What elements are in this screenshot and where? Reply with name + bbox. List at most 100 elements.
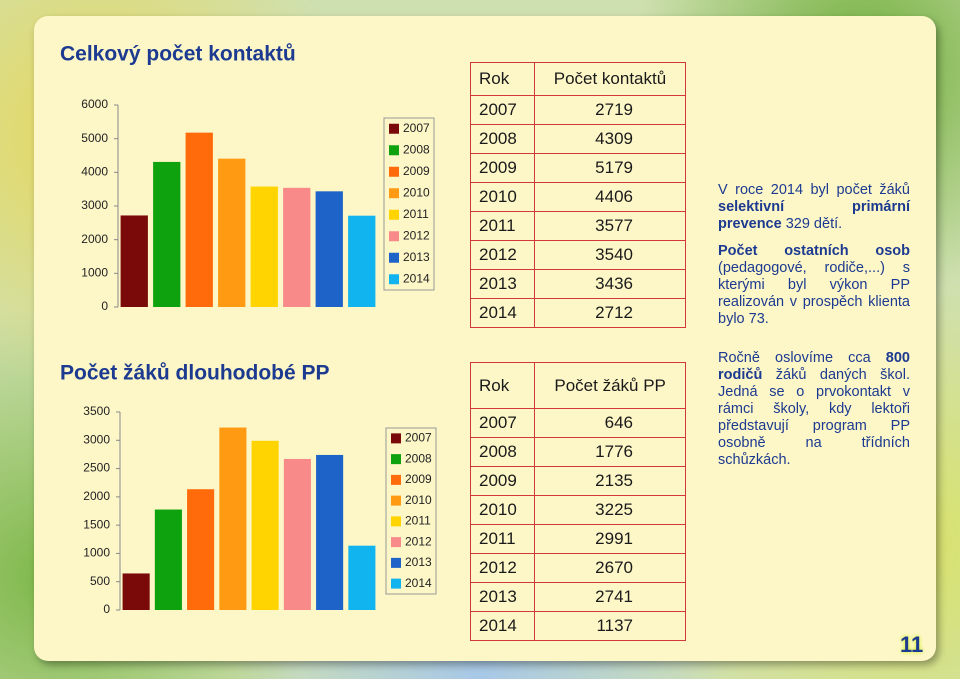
legend-label: 2013: [405, 555, 432, 569]
row: 2009 2135: [469, 466, 686, 496]
note-text: (pedagogové, rodiče,...) s kterými byl v…: [718, 260, 910, 327]
y-tick-label: 3500: [83, 404, 110, 418]
legend-swatch: [391, 454, 401, 465]
year-cell: 2008: [470, 124, 535, 154]
value-cell: 3540: [533, 240, 687, 270]
value-cell: 2670: [534, 553, 686, 583]
header-cell: Počet žáků PP: [534, 362, 686, 409]
row: 2009 5179: [470, 153, 687, 183]
note-text: žáků daných škol. Jedná se o prvokontakt…: [718, 367, 910, 468]
row: 2010 3225: [469, 495, 686, 525]
row: 2013 3436: [470, 269, 687, 299]
legend-label: 2010: [405, 493, 432, 507]
legend-swatch: [389, 274, 399, 285]
year-cell: 2014: [470, 298, 535, 328]
y-tick-label: 0: [103, 602, 110, 616]
year-cell: 2013: [469, 582, 536, 612]
year-cell: 2007: [470, 95, 535, 125]
value-cell: 1776: [534, 437, 686, 467]
row: 2012 2670: [469, 553, 686, 583]
year-cell: 2012: [470, 240, 535, 270]
legend-swatch: [389, 209, 399, 220]
chart-title: Počet žáků dlouhodobé PP: [60, 362, 330, 385]
bar: [219, 427, 247, 610]
year-cell: 2009: [469, 466, 536, 496]
legend-label: 2011: [403, 207, 429, 221]
chart-title: Celkový počet kontaktů: [60, 43, 296, 66]
legend-swatch: [389, 231, 399, 242]
legend-swatch: [391, 433, 401, 444]
legend-swatch: [389, 166, 399, 177]
row: 2007 646: [469, 408, 686, 438]
value-cell: 4406: [533, 182, 687, 212]
y-tick-label: 500: [90, 574, 110, 588]
note-text: Ročně oslovíme cca: [718, 350, 886, 366]
value-cell: 646: [534, 408, 686, 438]
legend-label: 2007: [403, 121, 430, 135]
bar: [250, 186, 278, 307]
header-cell: Počet kontaktů: [533, 62, 687, 96]
year-cell: 2008: [469, 437, 536, 467]
y-tick-label: 4000: [81, 165, 108, 179]
legend-label: 2012: [403, 228, 430, 242]
row: 2008 1776: [469, 437, 686, 467]
bar: [218, 158, 246, 307]
note-text: 329 dětí.: [781, 216, 843, 232]
legend-swatch: [391, 474, 401, 485]
y-tick-label: 2500: [83, 461, 110, 475]
y-tick-label: 2000: [83, 489, 110, 503]
row: 2014 1137: [469, 611, 686, 641]
legend-label: 2014: [405, 576, 432, 590]
note-text: V roce 2014 byl počet žáků: [718, 182, 910, 198]
legend-label: 2010: [403, 185, 430, 199]
bar: [283, 458, 311, 610]
year-cell: 2013: [470, 269, 535, 299]
year-cell: 2009: [470, 153, 535, 183]
legend-label: 2008: [403, 142, 430, 156]
bar: [348, 215, 376, 307]
value-cell: 2991: [534, 524, 686, 554]
y-tick-label: 1000: [83, 546, 110, 560]
y-tick-label: 3000: [81, 198, 108, 212]
legend-box: [383, 117, 435, 291]
row: 2007 2719: [470, 95, 687, 125]
value-cell: 2719: [533, 95, 687, 125]
year-cell: 2007: [469, 408, 536, 438]
table: Rok Počet kontaktů 2007 2719 2008 4309 2009 517…: [470, 62, 687, 328]
note-text: 800 rodičů: [718, 350, 910, 383]
year-cell: 2014: [469, 611, 536, 641]
row: 2013 2741: [469, 582, 686, 612]
legend-swatch: [391, 495, 401, 506]
year-cell: 2011: [469, 524, 536, 554]
y-tick-label: 6000: [81, 97, 108, 111]
y-tick-label: 1000: [81, 266, 108, 280]
row: 2011 3577: [470, 211, 687, 241]
legend-swatch: [391, 557, 401, 568]
value-cell: 3436: [533, 269, 687, 299]
row: 2011 2991: [469, 524, 686, 554]
bar: [316, 454, 344, 610]
y-tick-label: 0: [101, 299, 108, 313]
legend-label: 2009: [405, 472, 432, 486]
row: 2014 2712: [470, 298, 687, 328]
note-paragraph: V roce 2014 byl počet žáků selektivní pr…: [718, 182, 910, 233]
legend-label: 2009: [403, 164, 430, 178]
year-cell: 2011: [470, 211, 535, 241]
header-row: Rok Počet žáků PP: [469, 362, 686, 409]
value-cell: 1137: [534, 611, 686, 641]
bar: [315, 191, 343, 307]
y-tick-label: 1500: [83, 517, 110, 531]
header-row: Rok Počet kontaktů: [470, 62, 687, 96]
table: Rok Počet žáků PP 2007 646 2008 1776 2009 2135 2…: [469, 362, 686, 641]
note-text: Počet ostatních osob: [718, 243, 910, 259]
legend-swatch: [389, 145, 399, 156]
value-cell: 5179: [533, 153, 687, 183]
legend-swatch: [389, 188, 399, 199]
bar: [154, 509, 182, 610]
year-cell: 2010: [470, 182, 535, 212]
row: 2008 4309: [470, 124, 687, 154]
legend-box: [385, 427, 437, 595]
year-cell: 2010: [469, 495, 536, 525]
header-cell: Rok: [470, 62, 535, 96]
legend-swatch: [391, 516, 401, 527]
